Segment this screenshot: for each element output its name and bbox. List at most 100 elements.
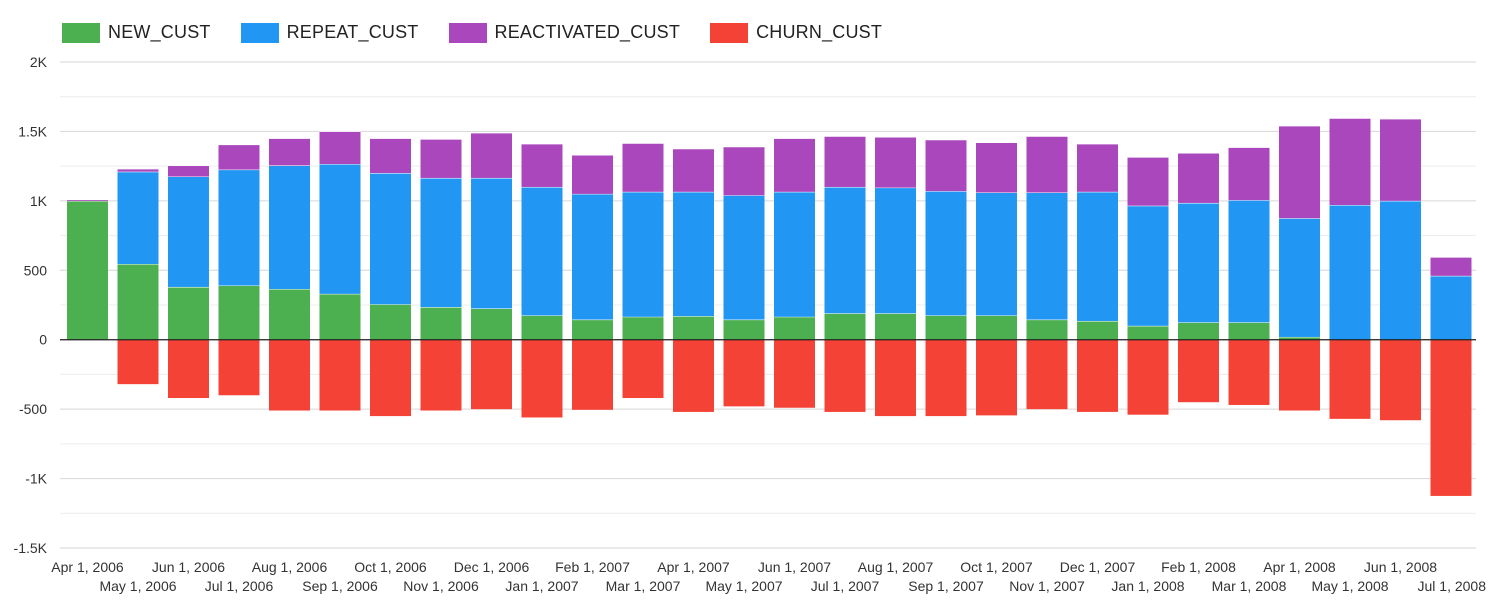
x-tick-label: Dec 1, 2007: [1060, 559, 1136, 575]
bar-new-cust: [67, 200, 108, 340]
x-tick-label: Jan 1, 2007: [505, 578, 578, 594]
bar-repeat-cust: [673, 191, 714, 317]
legend-swatch-new-cust: [62, 22, 100, 43]
bar-reactivated-cust: [521, 143, 563, 187]
bar-churn-cust: [117, 339, 159, 385]
bar-reactivated-cust: [471, 132, 512, 178]
bar-new-cust: [875, 313, 916, 340]
x-tick-label: May 1, 2007: [705, 578, 782, 594]
legend-label-new-cust: NEW_CUST: [108, 22, 211, 42]
bar-churn-cust: [723, 339, 765, 407]
bar-churn-cust: [168, 339, 209, 399]
bar-new-cust: [1228, 322, 1270, 340]
bar-reactivated-cust: [67, 199, 108, 201]
x-tick-label: May 1, 2008: [1311, 578, 1388, 594]
bar-repeat-cust: [1279, 218, 1320, 337]
bar-repeat-cust: [521, 186, 563, 316]
bar-new-cust: [622, 316, 664, 340]
bar-repeat-cust: [1026, 192, 1068, 320]
legend-label-churn-cust: CHURN_CUST: [756, 22, 883, 42]
y-tick-label: 500: [24, 262, 48, 278]
y-tick-label: 2K: [30, 54, 48, 70]
bar-new-cust: [168, 286, 209, 340]
bar-new-cust: [925, 315, 967, 340]
bar-new-cust: [824, 313, 866, 340]
bar-new-cust: [269, 289, 310, 340]
bar-reactivated-cust: [1329, 118, 1371, 206]
bar-churn-cust: [1329, 339, 1371, 419]
legend-item-reactivated-cust[interactable]: REACTIVATED_CUST: [448, 22, 681, 43]
x-tick-label: Jan 1, 2008: [1111, 578, 1184, 594]
bar-repeat-cust: [471, 177, 512, 309]
bar-reactivated-cust: [319, 131, 361, 165]
bar-reactivated-cust: [1127, 157, 1169, 206]
bar-reactivated-cust: [723, 146, 765, 196]
x-tick-label: Sep 1, 2006: [302, 578, 378, 594]
bar-reactivated-cust: [370, 138, 411, 174]
bar-repeat-cust: [218, 169, 260, 286]
x-tick-label: Mar 1, 2008: [1212, 578, 1287, 594]
y-tick-label: 0: [39, 332, 47, 348]
bar-repeat-cust: [824, 186, 866, 314]
bar-repeat-cust: [1178, 202, 1219, 323]
bar-reactivated-cust: [976, 142, 1017, 193]
bar-repeat-cust: [370, 173, 411, 305]
bar-reactivated-cust: [1026, 136, 1068, 193]
bar-churn-cust: [218, 339, 260, 396]
bar-churn-cust: [1127, 339, 1169, 415]
bar-reactivated-cust: [1178, 152, 1219, 203]
bar-churn-cust: [1430, 339, 1472, 496]
x-tick-label: Nov 1, 2006: [403, 578, 479, 594]
bar-reactivated-cust: [875, 136, 916, 188]
bar-new-cust: [117, 264, 159, 340]
bar-reactivated-cust: [925, 139, 967, 192]
bar-reactivated-cust: [1279, 125, 1320, 219]
bar-churn-cust: [824, 339, 866, 412]
x-tick-label: Oct 1, 2006: [354, 559, 427, 575]
x-tick-label: Sep 1, 2007: [908, 578, 984, 594]
bar-churn-cust: [1380, 339, 1421, 421]
x-tick-label: Jul 1, 2008: [1418, 578, 1487, 594]
bar-new-cust: [572, 319, 613, 340]
bar-reactivated-cust: [572, 155, 613, 194]
bar-churn-cust: [976, 339, 1017, 416]
bar-reactivated-cust: [218, 144, 260, 170]
y-tick-label: -1.5K: [14, 540, 48, 556]
bar-new-cust: [319, 293, 361, 340]
legend-item-new-cust[interactable]: NEW_CUST: [62, 22, 211, 43]
bar-repeat-cust: [875, 187, 916, 314]
legend-item-churn-cust[interactable]: CHURN_CUST: [710, 22, 882, 43]
bar-repeat-cust: [1228, 200, 1270, 323]
bar-churn-cust: [1178, 339, 1219, 403]
bar-repeat-cust: [319, 164, 361, 294]
bar-reactivated-cust: [1077, 143, 1118, 192]
legend-swatch-churn-cust: [710, 22, 749, 43]
x-tick-label: Apr 1, 2006: [51, 559, 124, 575]
bar-churn-cust: [1279, 339, 1320, 411]
bar-new-cust: [673, 316, 714, 340]
bar-churn-cust: [1077, 339, 1118, 412]
x-tick-label: Oct 1, 2007: [960, 559, 1033, 575]
x-tick-label: Apr 1, 2008: [1263, 559, 1336, 575]
x-tick-label: Apr 1, 2007: [657, 559, 730, 575]
bar-churn-cust: [269, 339, 310, 411]
bar-repeat-cust: [1127, 205, 1169, 326]
legend-item-repeat-cust[interactable]: REPEAT_CUST: [240, 22, 419, 43]
legend-label-repeat-cust: REPEAT_CUST: [286, 22, 419, 42]
bar-churn-cust: [319, 339, 361, 411]
bar-new-cust: [218, 285, 260, 340]
x-tick-label: Jun 1, 2007: [758, 559, 831, 575]
bar-repeat-cust: [420, 177, 462, 308]
bar-new-cust: [1077, 320, 1118, 340]
bar-new-cust: [976, 315, 1017, 340]
bar-new-cust: [1178, 322, 1219, 340]
bar-reactivated-cust: [1228, 147, 1270, 201]
bar-churn-cust: [925, 339, 967, 417]
bar-reactivated-cust: [1430, 257, 1472, 276]
bar-repeat-cust: [723, 195, 765, 320]
x-tick-label: Jul 1, 2006: [205, 578, 274, 594]
bar-churn-cust: [521, 339, 563, 418]
bar-new-cust: [521, 315, 563, 340]
